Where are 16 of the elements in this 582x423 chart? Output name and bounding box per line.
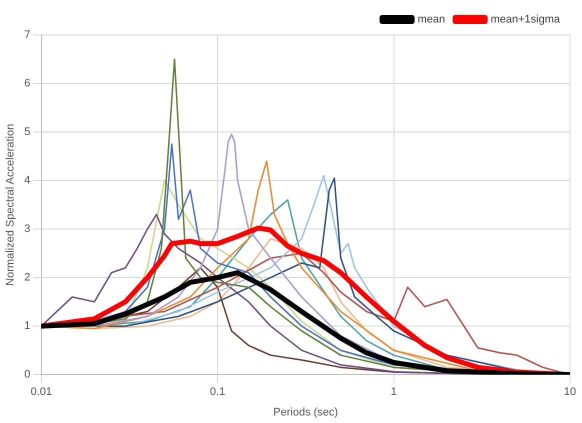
- legend-label: mean: [418, 14, 446, 26]
- legend-label: mean+1sigma: [490, 14, 561, 26]
- y-tick-label: 1: [24, 320, 30, 332]
- y-tick-label: 4: [24, 174, 30, 187]
- x-tick-label: 0.01: [30, 386, 52, 398]
- y-tick-label: 5: [24, 126, 30, 138]
- x-axis-title: Periods (sec): [273, 406, 338, 418]
- y-tick-label: 6: [24, 78, 30, 90]
- x-tick-label: 1: [390, 386, 397, 398]
- y-tick-label: 2: [24, 272, 30, 284]
- y-tick-label: 0: [24, 368, 30, 381]
- y-axis-title: Normalized Spectral Acceleration: [4, 124, 17, 286]
- y-tick-label: 3: [24, 223, 30, 236]
- x-tick-label: 0.1: [210, 386, 226, 398]
- x-tick-label: 10: [564, 386, 576, 398]
- y-tick-label: 7: [24, 29, 30, 42]
